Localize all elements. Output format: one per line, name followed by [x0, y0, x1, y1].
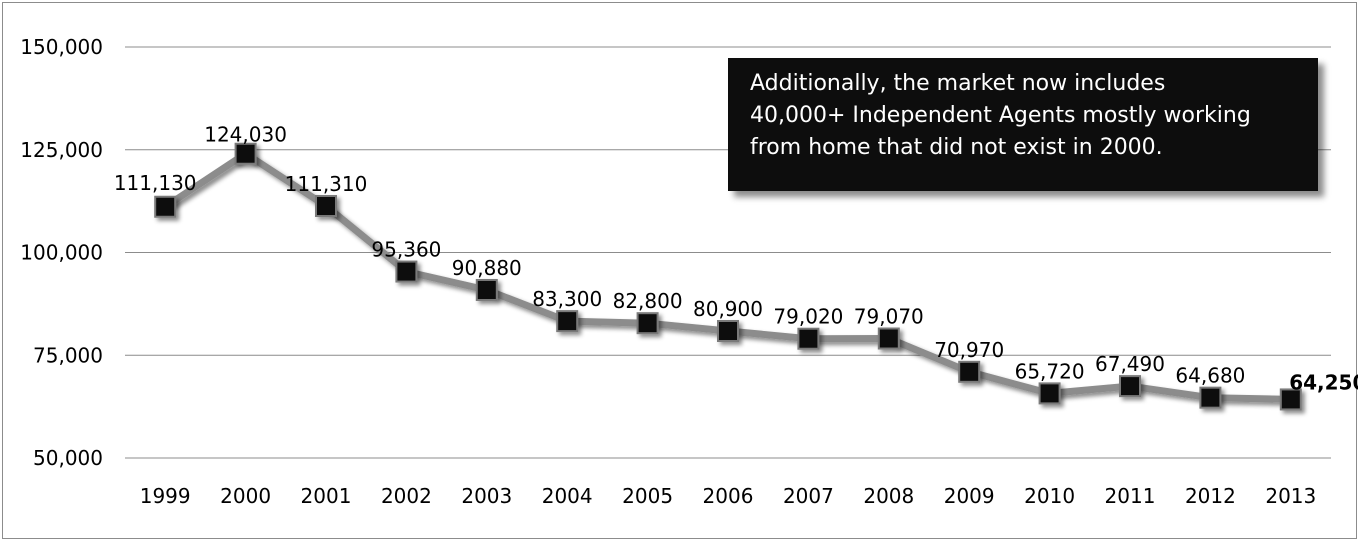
data-point-marker — [1199, 386, 1222, 409]
x-tick-label: 2008 — [863, 484, 914, 508]
data-label: 79,020 — [773, 305, 843, 329]
data-point-marker — [1038, 382, 1061, 405]
x-tick-label: 2011 — [1105, 484, 1156, 508]
data-point-marker — [395, 260, 418, 283]
data-point-marker — [315, 195, 337, 218]
y-tick-label: 125,000 — [20, 138, 103, 162]
data-point-marker — [1279, 388, 1302, 411]
line-chart: 50,000 75,000 100,000 125,000 150,000 1999 20… — [20, 35, 1358, 508]
x-tick-label: 2003 — [461, 484, 512, 508]
data-point-marker — [1119, 375, 1141, 398]
data-label: 67,490 — [1095, 352, 1165, 376]
data-label: 64,250 — [1289, 370, 1358, 394]
data-label: 79,070 — [854, 305, 924, 329]
x-tick-label: 2013 — [1265, 484, 1316, 508]
data-label: 82,800 — [613, 289, 683, 313]
x-tick-label: 2012 — [1185, 484, 1236, 508]
x-tick-label: 2007 — [783, 484, 834, 508]
data-label: 65,720 — [1015, 359, 1085, 383]
x-tick-label: 1999 — [140, 484, 191, 508]
x-tick-label: 2000 — [220, 484, 271, 508]
y-tick-label: 150,000 — [20, 35, 103, 59]
data-label: 111,130 — [114, 171, 197, 195]
x-tick-label: 2006 — [703, 484, 754, 508]
markers-group — [154, 142, 1302, 411]
data-point-marker — [717, 320, 739, 343]
x-tick-label: 2009 — [944, 484, 995, 508]
x-tick-label: 2004 — [542, 484, 593, 508]
y-tick-label: 75,000 — [33, 343, 103, 367]
data-label: 90,880 — [452, 256, 522, 280]
x-tick-label: 2005 — [622, 484, 673, 508]
x-tick-label: 2002 — [381, 484, 432, 508]
x-axis-ticks: 1999 2000 2001 2002 2003 2004 2005 2006 2007 2008… — [140, 484, 1317, 508]
data-point-marker — [877, 327, 900, 350]
data-label: 70,970 — [934, 338, 1004, 362]
annotation-line-2: 40,000+ Independent Agents mostly workin… — [750, 103, 1251, 128]
y-axis-ticks: 50,000 75,000 100,000 125,000 150,000 — [20, 35, 103, 470]
data-point-marker — [234, 142, 257, 165]
data-label: 80,900 — [693, 297, 763, 321]
data-label: 95,360 — [371, 238, 441, 262]
data-label: 124,030 — [204, 123, 287, 147]
annotation-line-3: from home that did not exist in 2000. — [750, 135, 1163, 160]
x-tick-label: 2001 — [301, 484, 352, 508]
y-tick-label: 100,000 — [20, 241, 103, 265]
data-point-marker — [556, 310, 579, 333]
data-labels-group: 111,130 124,030 111,310 95,360 90,880 83,300 8… — [114, 123, 1358, 395]
data-point-marker — [797, 327, 820, 350]
data-label: 64,680 — [1175, 364, 1245, 388]
data-label: 83,300 — [532, 287, 602, 311]
y-tick-label: 50,000 — [33, 446, 103, 470]
annotation-line-1: Additionally, the market now includes — [750, 71, 1166, 96]
x-tick-label: 2010 — [1024, 484, 1075, 508]
data-label: 111,310 — [285, 172, 368, 196]
data-point-marker — [154, 195, 177, 218]
data-point-marker — [958, 360, 981, 383]
data-point-marker — [636, 312, 659, 335]
data-point-marker — [475, 278, 498, 301]
annotation-callout: Additionally, the market now includes 40… — [728, 58, 1318, 191]
